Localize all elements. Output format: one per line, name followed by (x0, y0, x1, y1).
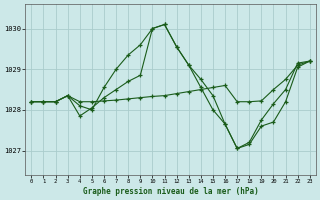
X-axis label: Graphe pression niveau de la mer (hPa): Graphe pression niveau de la mer (hPa) (83, 187, 259, 196)
